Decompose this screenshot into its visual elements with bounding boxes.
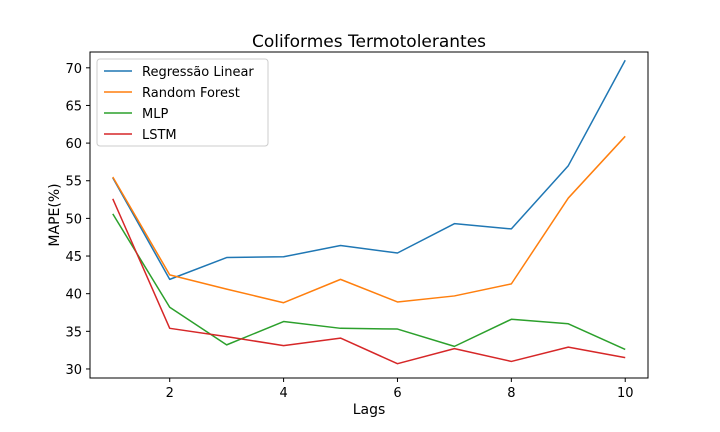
axes-frame bbox=[89, 51, 649, 379]
y-tick-label: 30 bbox=[65, 363, 82, 378]
plot-area bbox=[112, 59, 626, 365]
y-tick-label: 65 bbox=[65, 99, 82, 114]
series-line-3 bbox=[112, 213, 626, 351]
x-tick-label: 8 bbox=[507, 386, 515, 401]
legend: Regressão Linear Random Forest MLP LSTM bbox=[96, 58, 269, 147]
y-tick-label: 70 bbox=[65, 62, 82, 77]
y-tick-label: 45 bbox=[65, 250, 82, 265]
y-tick-label: 60 bbox=[65, 137, 82, 152]
y-axis-label: MAPE(%) bbox=[47, 183, 63, 246]
x-axis-ticks: 2 4 6 8 10 bbox=[166, 378, 634, 401]
legend-label: LSTM bbox=[142, 128, 177, 143]
legend-label: Regressão Linear bbox=[142, 65, 254, 80]
legend-label: MLP bbox=[142, 107, 168, 122]
x-axis-label: Lags bbox=[353, 402, 386, 418]
series-line-2 bbox=[112, 135, 626, 304]
legend-label: Random Forest bbox=[142, 86, 240, 101]
y-axis-ticks: 30 35 40 45 50 55 60 65 70 bbox=[65, 62, 90, 378]
series-line-4 bbox=[112, 198, 626, 365]
x-tick-label: 4 bbox=[279, 386, 287, 401]
legend-box bbox=[96, 58, 269, 147]
y-tick-label: 50 bbox=[65, 212, 82, 227]
y-tick-label: 35 bbox=[65, 325, 82, 340]
x-tick-label: 2 bbox=[166, 386, 174, 401]
series-line-1 bbox=[112, 59, 626, 281]
y-tick-label: 55 bbox=[65, 175, 82, 190]
y-tick-label: 40 bbox=[65, 288, 82, 303]
chart-title: Coliformes Termotolerantes bbox=[252, 32, 486, 52]
x-tick-label: 10 bbox=[617, 386, 634, 401]
x-tick-label: 6 bbox=[393, 386, 401, 401]
